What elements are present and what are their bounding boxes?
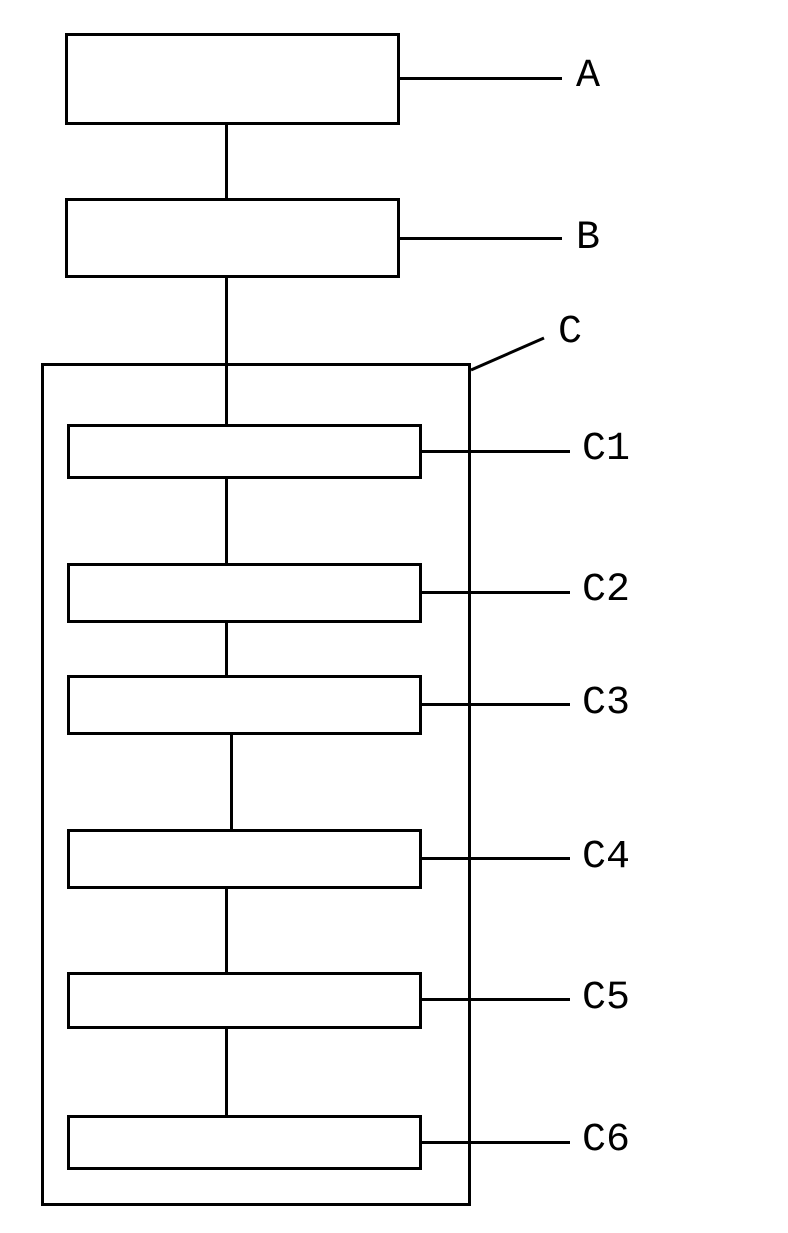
connector-C4-C5 — [225, 889, 228, 972]
label-C6: C6 — [582, 1118, 630, 1163]
connector-B-C1 — [225, 278, 228, 424]
label-C: C — [558, 310, 582, 355]
connector-C5-C6 — [225, 1029, 228, 1115]
connector-C2-C3 — [225, 623, 228, 675]
node-A — [65, 33, 400, 125]
node-C4 — [67, 829, 422, 889]
node-B — [65, 198, 400, 278]
label-C1: C1 — [582, 427, 630, 472]
leader-A — [400, 77, 562, 80]
leader-B — [400, 237, 562, 240]
connector-C1-C2 — [225, 479, 228, 563]
leader-C3 — [422, 703, 570, 706]
label-C2: C2 — [582, 568, 630, 613]
node-C1 — [67, 424, 422, 479]
node-C5 — [67, 972, 422, 1029]
node-C6 — [67, 1115, 422, 1170]
leader-C2 — [422, 591, 570, 594]
leader-C5 — [422, 998, 570, 1001]
connector-A-B — [225, 125, 228, 198]
node-C-container — [41, 363, 471, 1206]
label-B: B — [576, 216, 600, 261]
label-C5: C5 — [582, 976, 630, 1021]
label-A: A — [576, 54, 600, 99]
node-C3 — [67, 675, 422, 735]
leader-C4 — [422, 857, 570, 860]
connector-C3-C4 — [230, 735, 233, 829]
leader-C1 — [422, 450, 570, 453]
node-C2 — [67, 563, 422, 623]
label-C4: C4 — [582, 835, 630, 880]
leader-C6 — [422, 1141, 570, 1144]
label-C3: C3 — [582, 681, 630, 726]
